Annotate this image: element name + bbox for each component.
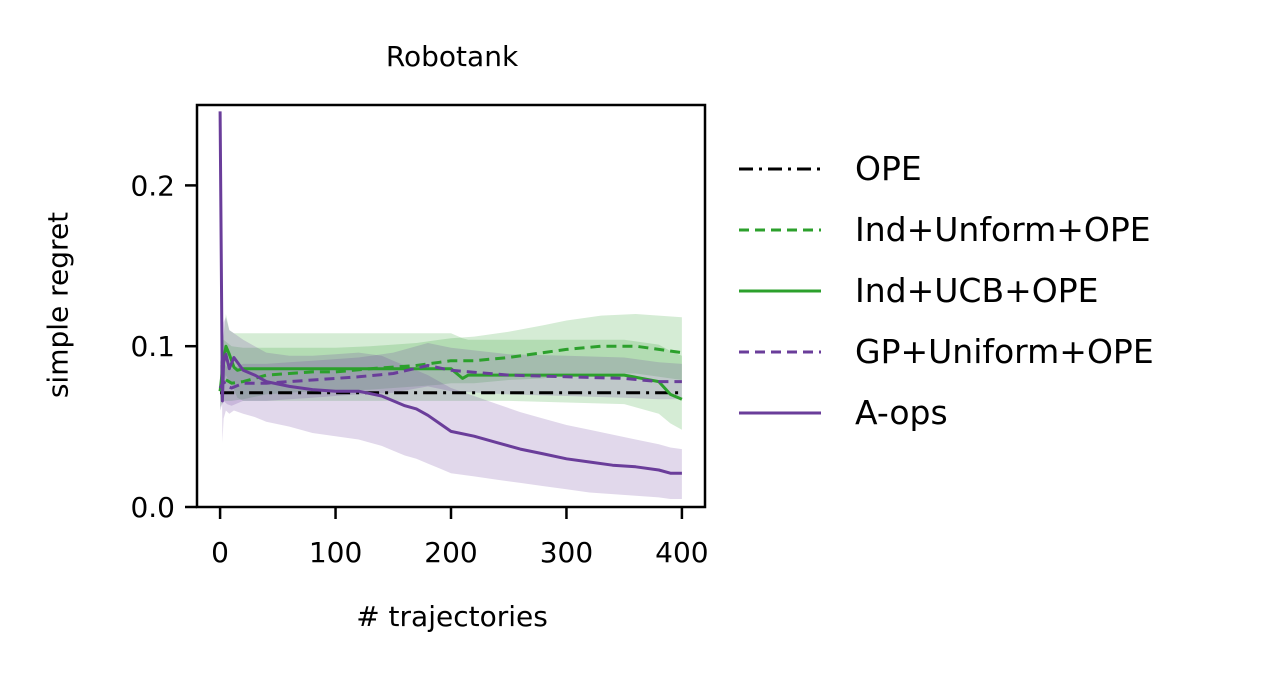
y-tick-label: 0.1 <box>130 330 175 363</box>
legend-label-ind-ucb-ope: Ind+UCB+OPE <box>855 271 1099 310</box>
legend-item-a-ops: A-ops <box>735 382 1154 443</box>
legend-swatch-ope <box>739 167 821 170</box>
legend-item-gp-uniform-ope: GP+Uniform+OPE <box>735 321 1154 382</box>
y-axis-ticks: 0.0 0.1 0.2 <box>130 169 197 524</box>
x-tick-label: 0 <box>211 536 229 569</box>
x-axis-ticks: 0 100 200 300 400 <box>211 507 709 569</box>
series-line-gp-uniform-ope <box>218 364 682 390</box>
series-line-a-ops <box>218 111 682 475</box>
legend-label-a-ops: A-ops <box>855 393 948 432</box>
legend-label-ind-uniform-ope: Ind+Unform+OPE <box>855 210 1151 249</box>
legend: OPE Ind+Unform+OPE Ind+UCB+OPE GP+Unifor… <box>735 138 1154 443</box>
legend-label-ope: OPE <box>855 149 922 188</box>
series-lines <box>218 111 683 475</box>
x-tick-label: 400 <box>655 536 708 569</box>
legend-item-ind-uniform-ope: Ind+Unform+OPE <box>735 199 1154 260</box>
legend-label-gp-uniform-ope: GP+Uniform+OPE <box>855 332 1154 371</box>
legend-item-ope: OPE <box>735 138 1154 199</box>
y-tick-label: 0.2 <box>130 169 175 202</box>
x-axis-label: # trajectories <box>356 600 548 633</box>
legend-item-ind-ucb-ope: Ind+UCB+OPE <box>735 260 1154 321</box>
band-a-ops <box>220 105 682 499</box>
band-gp-uniform-ope <box>220 343 682 411</box>
x-tick-label: 200 <box>424 536 477 569</box>
x-tick-label: 100 <box>309 536 362 569</box>
chart-title: Robotank <box>385 40 519 73</box>
x-tick-label: 300 <box>540 536 593 569</box>
legend-swatch-ind-uniform-ope <box>739 228 821 231</box>
series-line-ind-ucb-ope <box>218 344 683 401</box>
band-ind-ucb-ope <box>220 314 682 430</box>
y-axis-label: simple regret <box>41 211 75 399</box>
legend-swatch-gp-uniform-ope <box>739 350 821 353</box>
series-line-ind-unform-ope <box>218 344 683 392</box>
legend-swatch-ind-ucb-ope <box>739 289 821 292</box>
legend-swatch-a-ops <box>739 411 821 414</box>
y-tick-label: 0.0 <box>130 491 175 524</box>
confidence-bands <box>220 105 682 499</box>
